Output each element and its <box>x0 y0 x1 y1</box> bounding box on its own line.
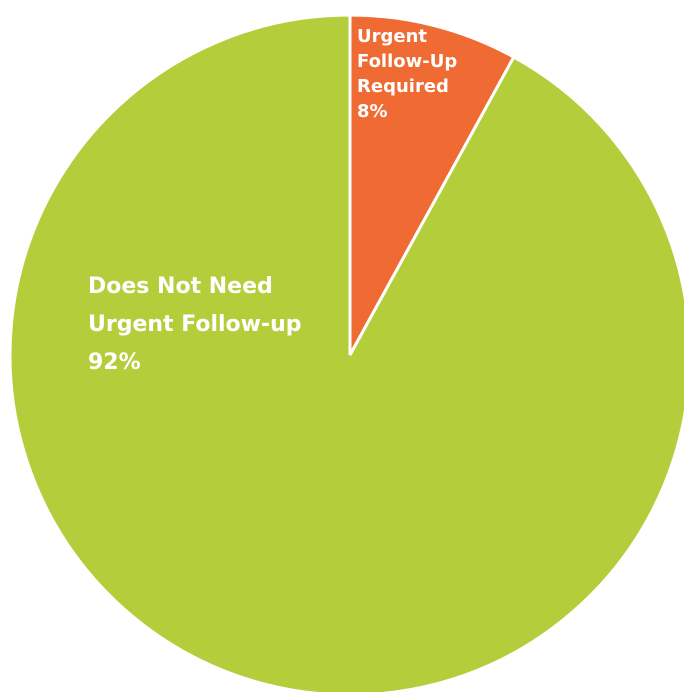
slice-label-not-urgent-line-1: Does Not Need <box>88 274 273 299</box>
slice-label-urgent: Urgent Follow-Up Required 8% <box>357 26 464 122</box>
slice-label-not-urgent-line-2: Urgent Follow-up <box>88 312 302 337</box>
slice-value-urgent: 8% <box>357 101 388 122</box>
slice-label-urgent-line-2: Follow-Up <box>357 51 457 72</box>
slice-label-not-urgent: Does Not Need Urgent Follow-up 92% <box>88 274 309 375</box>
slice-label-urgent-line-3: Required <box>357 76 449 97</box>
pie-slice-not-urgent <box>8 13 684 692</box>
slice-value-not-urgent: 92% <box>88 350 141 375</box>
pie-slice-urgent <box>348 13 516 356</box>
pie-slices <box>8 13 684 692</box>
slice-label-urgent-line-1: Urgent <box>357 26 427 47</box>
